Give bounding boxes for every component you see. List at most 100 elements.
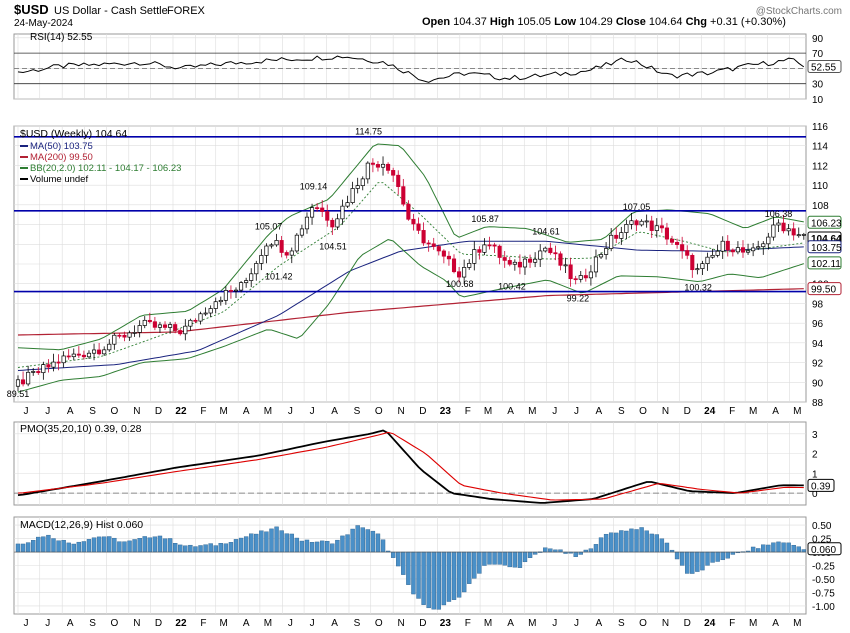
x-tick-label: J [310,618,315,629]
x-tick-label: O [375,406,383,417]
candle-down [152,321,157,328]
macd-hist-bar [71,543,76,553]
x-tick-label: D [155,618,162,629]
macd-hist-bar [512,551,518,568]
price-annotation: 107.05 [623,202,651,212]
candle-up [639,220,644,226]
x-tick-label: N [398,618,405,629]
macd-hist-bar [766,544,771,553]
y-tick-label: 96 [812,319,824,330]
candle-up [380,163,386,168]
y-tick-label: 110 [812,181,828,192]
x-tick-label: N [398,406,405,417]
candle-up [264,245,269,256]
price-annotation: 109.14 [300,182,328,192]
price-annotation: 104.61 [532,226,560,236]
x-tick-label: J [45,618,50,629]
macd-hist-bar [644,530,649,553]
candle-up [609,234,614,249]
candle-down [649,220,654,231]
candle-up [593,256,599,273]
macd-hist-bar [776,541,781,553]
macd-hist-bar [492,551,497,565]
x-tick-label: A [67,406,74,417]
x-tick-label: D [419,406,426,417]
macd-hist-bar [664,542,670,553]
macd-hist-bar [147,537,153,553]
candle-up [522,258,528,268]
macd-hist-bar [624,530,629,553]
candle-up [203,312,208,315]
macd-hist-bar [61,539,66,553]
ohlc-label: Close [613,16,649,28]
price-title: $USD (Weekly) 104.64 [20,128,127,140]
macd-hist-bar [431,551,436,610]
candle-up [188,319,193,327]
candle-down [320,207,325,212]
candle-up [512,261,517,265]
candle-down [675,241,680,245]
ohlc-label: Chg [683,16,711,28]
candle-up [538,250,543,260]
candle-down [548,247,553,254]
rsi-value-label: 52.55 [811,62,836,73]
symbol-label: $USD [14,2,49,17]
legend-entry: BB(20,2.0) 102.11 - 104.17 - 106.23 [30,163,181,174]
x-tick-label: M [528,406,536,417]
macd-hist-bar [213,545,218,553]
candle-down [117,334,122,337]
macd-hist-bar [690,551,695,574]
x-tick-label: S [354,618,361,629]
macd-hist-bar [578,551,583,555]
candle-up [335,218,340,228]
candle-down [446,255,451,260]
macd-hist-bar [233,539,239,553]
x-tick-label: A [772,406,779,417]
macd-hist-bar [593,544,599,553]
candle-up [213,301,218,309]
x-tick-label: J [552,406,557,417]
macd-hist-bar [117,541,122,553]
macd-hist-bar [446,551,452,602]
macd-hist-bar [238,537,244,553]
candle-up [91,349,97,354]
axis-value-label: 102.11 [811,259,841,270]
candle-down [431,243,436,247]
x-tick-label: 22 [175,406,187,417]
legend-entry: MA(200) 99.50 [30,152,93,163]
macd-hist-bar [172,543,178,553]
candle-down [502,257,507,261]
x-tick-label: J [45,406,50,417]
candle-up [299,228,304,236]
macd-hist-bar [654,534,660,553]
candle-down [614,234,619,239]
macd-hist-bar [411,551,416,595]
candle-up [183,325,188,335]
macd-hist-bar [786,542,791,553]
axis-value-tag [807,282,842,296]
y-tick-label: -0.50 [812,575,835,586]
candle-down [659,225,664,229]
macd-hist-bar [791,545,796,553]
macd-hist-bar [350,528,355,553]
candle-up [720,240,725,252]
price-annotation: 89.51 [7,389,30,399]
macd-hist-bar [700,551,705,571]
candle-down [558,253,563,266]
macd-hist-bar [558,549,563,553]
macd-hist-bar [25,542,31,553]
macd-hist-bar [502,551,507,566]
macd-value-tag [807,542,842,556]
macd-hist-bar [598,537,604,553]
macd-hist-bar [761,544,766,553]
macd-hist-bar [730,551,736,555]
price-annotation: 114.75 [355,126,382,136]
y-tick-label: 90 [812,378,824,389]
candle-down [21,379,26,385]
macd-hist-bar [96,536,102,553]
x-tick-label: M [749,406,757,417]
x-tick-label: M [749,618,757,629]
candle-up [482,244,487,253]
x-tick-label: F [465,406,471,417]
x-tick-label: J [574,406,579,417]
